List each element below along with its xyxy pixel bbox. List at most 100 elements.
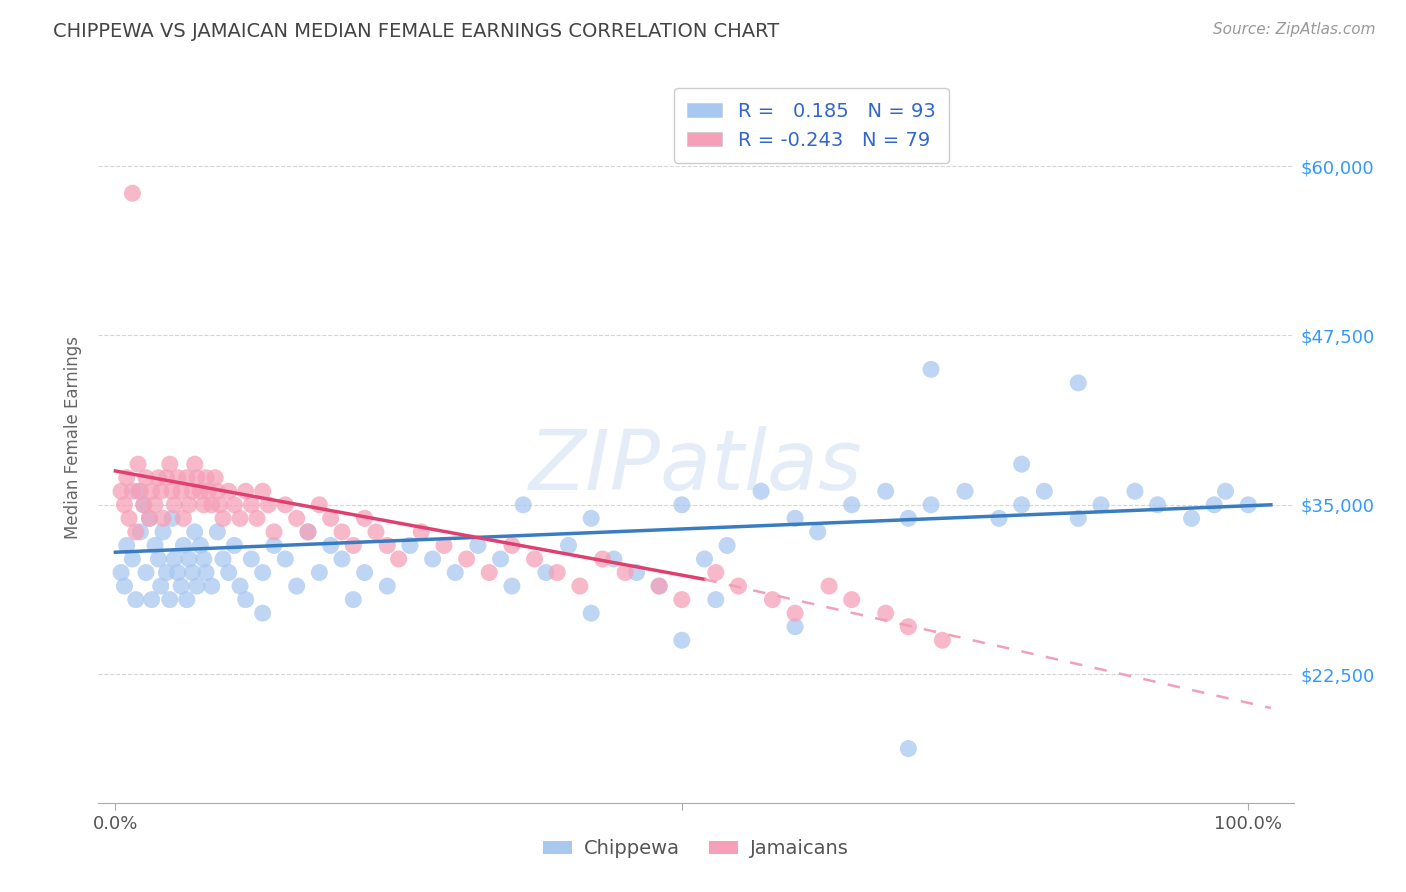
Point [501, 579, 523, 593]
Point [218, 484, 240, 499]
Point [252, 484, 274, 499]
Text: ZIPatlas: ZIPatlas [529, 425, 863, 507]
Point [204, 471, 226, 485]
Point [197, 484, 219, 499]
Point [263, 538, 285, 552]
Point [897, 741, 920, 756]
Point [114, 579, 136, 593]
Point [132, 498, 155, 512]
Point [274, 498, 297, 512]
Point [693, 552, 716, 566]
Point [342, 538, 364, 552]
Point [920, 498, 942, 512]
Point [152, 524, 174, 539]
Point [127, 457, 149, 471]
Point [841, 498, 863, 512]
Point [138, 511, 160, 525]
Point [297, 524, 319, 539]
Point [240, 498, 263, 512]
Point [186, 579, 208, 593]
Point [920, 362, 942, 376]
Point [716, 538, 738, 552]
Y-axis label: Median Female Earnings: Median Female Earnings [65, 335, 83, 539]
Point [195, 566, 218, 580]
Point [212, 511, 235, 525]
Point [160, 484, 183, 499]
Point [190, 538, 212, 552]
Point [235, 592, 257, 607]
Point [783, 511, 806, 525]
Point [308, 566, 330, 580]
Point [125, 524, 148, 539]
Point [135, 566, 157, 580]
Point [160, 511, 183, 525]
Point [172, 538, 194, 552]
Point [129, 484, 152, 499]
Point [132, 498, 155, 512]
Point [263, 524, 285, 539]
Point [138, 511, 160, 525]
Point [353, 566, 375, 580]
Point [172, 511, 194, 525]
Point [166, 566, 188, 580]
Point [170, 484, 193, 499]
Point [212, 552, 235, 566]
Point [224, 538, 246, 552]
Point [897, 620, 920, 634]
Point [285, 579, 308, 593]
Point [115, 471, 138, 485]
Point [127, 484, 149, 499]
Point [1067, 376, 1090, 390]
Point [456, 552, 478, 566]
Point [252, 566, 274, 580]
Point [411, 524, 433, 539]
Point [931, 633, 953, 648]
Point [1204, 498, 1226, 512]
Point [207, 524, 229, 539]
Point [671, 592, 693, 607]
Point [489, 552, 512, 566]
Point [274, 552, 297, 566]
Point [201, 498, 224, 512]
Point [229, 511, 252, 525]
Point [163, 498, 186, 512]
Point [176, 471, 198, 485]
Point [897, 511, 920, 525]
Point [143, 538, 166, 552]
Point [155, 566, 177, 580]
Point [152, 511, 174, 525]
Point [193, 498, 215, 512]
Point [1067, 511, 1090, 525]
Point [330, 552, 353, 566]
Point [841, 592, 863, 607]
Point [159, 592, 181, 607]
Point [149, 579, 172, 593]
Point [444, 566, 467, 580]
Point [512, 498, 534, 512]
Point [648, 579, 671, 593]
Point [342, 592, 364, 607]
Point [704, 592, 727, 607]
Point [579, 606, 602, 620]
Point [523, 552, 546, 566]
Point [181, 566, 204, 580]
Point [240, 552, 263, 566]
Point [375, 579, 398, 593]
Point [818, 579, 841, 593]
Point [875, 484, 897, 499]
Point [285, 511, 308, 525]
Point [183, 457, 205, 471]
Point [229, 579, 252, 593]
Point [704, 566, 727, 580]
Point [183, 524, 205, 539]
Point [727, 579, 749, 593]
Point [176, 592, 198, 607]
Point [546, 566, 568, 580]
Point [1011, 498, 1033, 512]
Point [1146, 498, 1168, 512]
Point [129, 524, 152, 539]
Point [579, 511, 602, 525]
Point [125, 592, 148, 607]
Text: Source: ZipAtlas.com: Source: ZipAtlas.com [1212, 22, 1375, 37]
Point [478, 566, 501, 580]
